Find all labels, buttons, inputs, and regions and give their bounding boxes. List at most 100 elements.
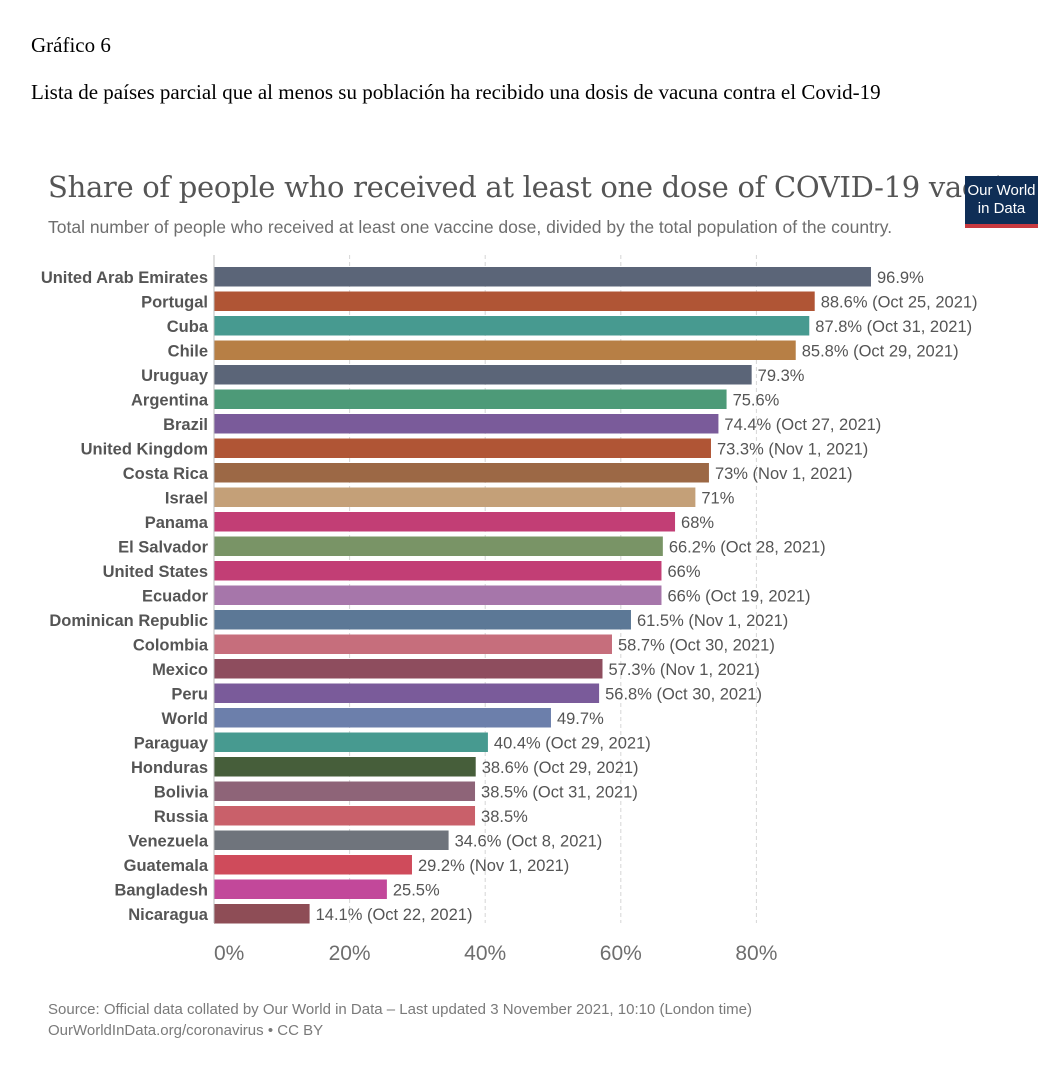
category-label: Portugal: [141, 293, 208, 311]
value-label: 68%: [681, 514, 714, 532]
bar-row[interactable]: Brazil 74.4% (Oct 27, 2021): [163, 414, 881, 434]
bar[interactable]: [214, 291, 815, 312]
bar[interactable]: [214, 806, 476, 826]
bar-row[interactable]: Paraguay 40.4% (Oct 29, 2021): [134, 732, 651, 753]
category-label: United States: [103, 563, 208, 581]
value-label: 34.6% (Oct 8, 2021): [455, 832, 603, 850]
value-label: 66.2% (Oct 28, 2021): [669, 538, 826, 556]
value-label: 25.5%: [393, 881, 440, 899]
bar[interactable]: [214, 365, 752, 385]
value-label: 57.3% (Nov 1, 2021): [608, 661, 759, 679]
value-label: 61.5% (Nov 1, 2021): [637, 612, 788, 630]
chart-title: Share of people who received at least on…: [48, 170, 1038, 204]
bar[interactable]: [214, 732, 488, 753]
bar[interactable]: [214, 438, 711, 459]
bar[interactable]: [214, 340, 796, 361]
bar-row[interactable]: Guatemala 29.2% (Nov 1, 2021): [124, 855, 570, 875]
category-label: Chile: [168, 342, 208, 360]
bar[interactable]: [214, 634, 612, 655]
x-axis: 0% 20% 40% 60% 80%: [213, 255, 777, 965]
bar[interactable]: [214, 781, 476, 802]
bar-row[interactable]: Ecuador 66% (Oct 19, 2021): [142, 585, 811, 606]
chart-subtitle: Total number of people who received at l…: [48, 217, 893, 237]
bar[interactable]: [214, 830, 449, 851]
category-label: Bolivia: [154, 783, 209, 801]
category-label: Nicaragua: [128, 906, 209, 924]
bar-row[interactable]: Portugal 88.6% (Oct 25, 2021): [141, 291, 978, 312]
bar-row[interactable]: Colombia 58.7% (Oct 30, 2021): [133, 634, 775, 655]
bar[interactable]: [214, 683, 600, 704]
bar-row[interactable]: United Kingdom 73.3% (Nov 1, 2021): [81, 438, 869, 459]
value-label: 29.2% (Nov 1, 2021): [418, 857, 569, 875]
bar-row[interactable]: Argentina 75.6%: [131, 389, 780, 410]
bar[interactable]: [214, 536, 663, 557]
bar-row[interactable]: Bangladesh 25.5%: [114, 879, 440, 900]
bar[interactable]: [214, 267, 871, 287]
bar-row[interactable]: Chile 85.8% (Oct 29, 2021): [168, 340, 959, 361]
bar-row[interactable]: El Salvador 66.2% (Oct 28, 2021): [118, 536, 826, 557]
bars: United Arab Emirates 96.9% Portugal 88.6% (…: [41, 267, 978, 924]
category-label: Costa Rica: [123, 465, 209, 483]
x-tick-label: 80%: [735, 942, 777, 965]
bar[interactable]: [214, 659, 603, 679]
category-label: Israel: [165, 489, 208, 507]
bar[interactable]: [214, 610, 631, 630]
value-label: 56.8% (Oct 30, 2021): [605, 685, 762, 703]
bar[interactable]: [214, 487, 696, 508]
value-label: 66% (Oct 19, 2021): [667, 587, 810, 605]
bar[interactable]: [214, 757, 476, 777]
category-label: Argentina: [131, 391, 209, 409]
bar[interactable]: [214, 512, 676, 532]
value-label: 38.5%: [481, 808, 528, 826]
bar-row[interactable]: Nicaragua 14.1% (Oct 22, 2021): [128, 904, 472, 924]
bar-row[interactable]: World 49.7%: [162, 708, 605, 728]
category-label: Peru: [171, 685, 208, 703]
category-label: Brazil: [163, 416, 208, 434]
category-label: Honduras: [131, 759, 208, 777]
bar-row[interactable]: Peru 56.8% (Oct 30, 2021): [171, 683, 762, 704]
source-note: Source: Official data collated by Our Wo…: [48, 1001, 753, 1018]
category-label: Panama: [145, 514, 209, 532]
bar-row[interactable]: Bolivia 38.5% (Oct 31, 2021): [154, 781, 638, 802]
value-label: 66%: [667, 563, 700, 581]
x-tick-label: 20%: [329, 942, 371, 965]
category-label: United Kingdom: [81, 440, 208, 458]
bar[interactable]: [214, 904, 310, 924]
value-label: 38.6% (Oct 29, 2021): [482, 759, 639, 777]
category-label: Uruguay: [141, 367, 209, 385]
x-tick-label: 60%: [600, 942, 642, 965]
value-label: 49.7%: [557, 710, 604, 728]
bar[interactable]: [214, 708, 551, 728]
bar[interactable]: [214, 463, 709, 483]
category-label: World: [162, 710, 208, 728]
value-label: 74.4% (Oct 27, 2021): [724, 416, 881, 434]
owid-logo[interactable]: Our World in Data: [965, 176, 1038, 228]
bar[interactable]: [214, 561, 662, 581]
bar[interactable]: [214, 879, 387, 900]
bar-row[interactable]: Costa Rica 73% (Nov 1, 2021): [123, 463, 853, 483]
bar[interactable]: [214, 316, 810, 336]
bar[interactable]: [214, 414, 719, 434]
bar-row[interactable]: Panama 68%: [145, 512, 715, 532]
bar[interactable]: [214, 389, 727, 410]
bar-row[interactable]: Venezuela 34.6% (Oct 8, 2021): [128, 830, 603, 851]
value-label: 75.6%: [733, 391, 780, 409]
bar[interactable]: [214, 585, 662, 606]
bar-chart: United Arab Emirates 96.9% Portugal 88.6% (…: [41, 255, 978, 965]
bar-row[interactable]: Russia 38.5%: [154, 806, 528, 826]
bar[interactable]: [214, 855, 412, 875]
bar-row[interactable]: Mexico 57.3% (Nov 1, 2021): [152, 659, 760, 679]
bar-row[interactable]: Israel 71%: [165, 487, 735, 508]
bar-row[interactable]: Uruguay 79.3%: [141, 365, 805, 385]
bar-row[interactable]: United States 66%: [103, 561, 701, 581]
category-label: Paraguay: [134, 734, 209, 752]
logo-line-1: Our World: [967, 182, 1036, 199]
bar-row[interactable]: United Arab Emirates 96.9%: [41, 267, 924, 287]
document-label: Gráfico 6: [31, 33, 111, 57]
category-label: Dominican Republic: [49, 612, 208, 630]
bar-row[interactable]: Cuba 87.8% (Oct 31, 2021): [167, 316, 972, 336]
bar-row[interactable]: Honduras 38.6% (Oct 29, 2021): [131, 757, 639, 777]
logo-line-2: in Data: [977, 200, 1026, 217]
bar-row[interactable]: Dominican Republic 61.5% (Nov 1, 2021): [49, 610, 788, 630]
x-tick-label: 0%: [214, 942, 244, 965]
